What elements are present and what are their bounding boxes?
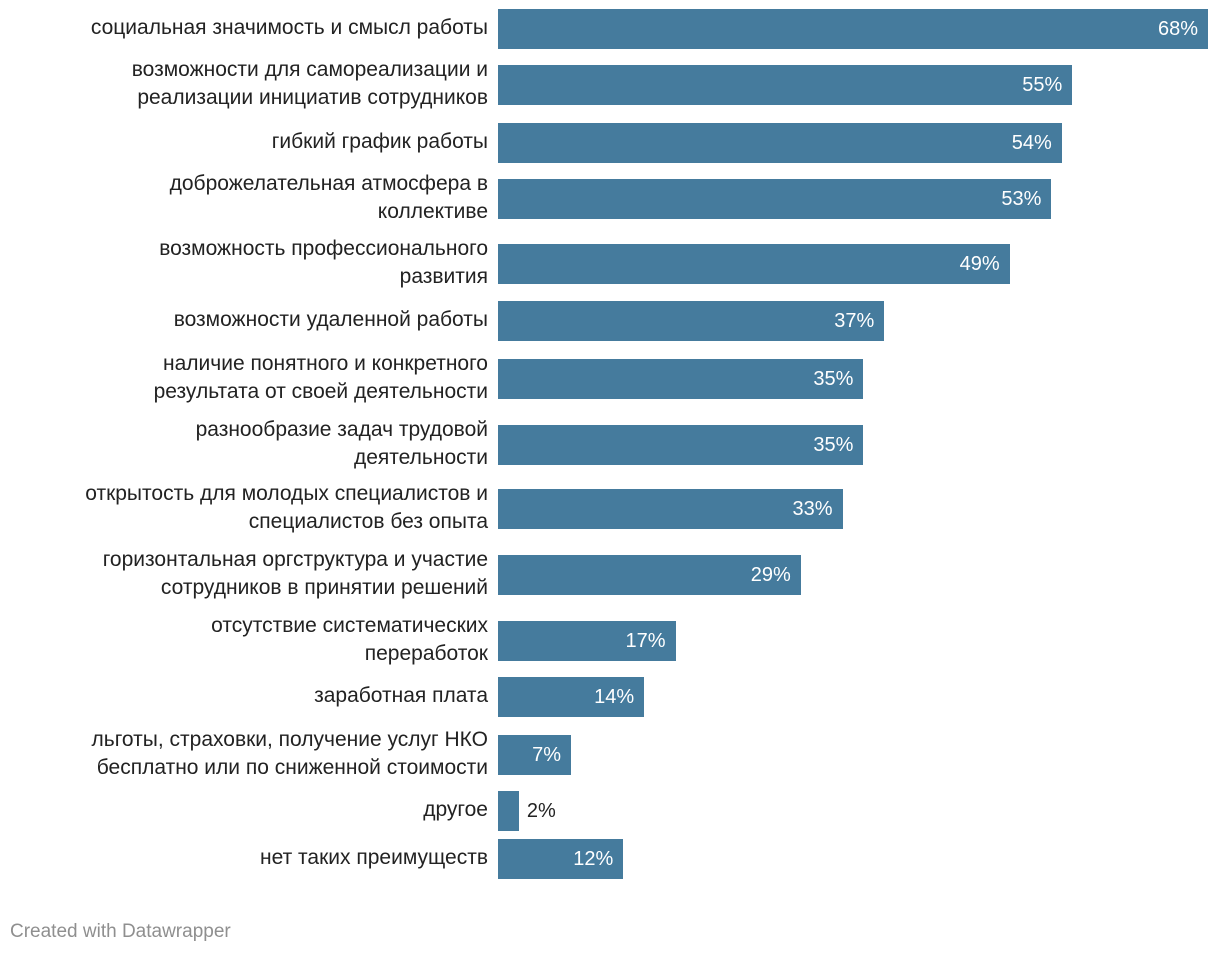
value-label: 55% xyxy=(1022,74,1063,96)
bar xyxy=(498,359,864,399)
category-label-line: реализации инициатив сотрудников xyxy=(137,86,488,109)
value-label: 35% xyxy=(813,368,854,390)
category-label-line: развития xyxy=(399,265,488,288)
category-label-line: бесплатно или по сниженной стоимости xyxy=(96,756,488,779)
value-label: 33% xyxy=(792,498,833,520)
category-label: горизонтальная оргструктура и участие сот… xyxy=(10,546,488,602)
category-label-line: сотрудников в принятии решений xyxy=(160,576,488,599)
bar xyxy=(498,301,885,341)
category-label-line: результата от своей деятельности xyxy=(153,380,488,403)
category-label-line: доброжелательная атмосфера в xyxy=(169,172,488,195)
bar xyxy=(498,179,1052,219)
category-label: возможность профессионального развития xyxy=(10,235,488,291)
category-label-line: возможность профессионального xyxy=(159,237,488,260)
bar xyxy=(498,791,519,831)
category-label: возможности для самореализации и реализац… xyxy=(10,56,488,112)
category-label-line: деятельности xyxy=(354,446,488,469)
value-label: 29% xyxy=(750,564,791,586)
category-label-line: наличие понятного и конкретного xyxy=(163,352,488,375)
category-label: другое xyxy=(10,796,488,824)
value-label: 14% xyxy=(594,686,635,708)
bar xyxy=(498,677,645,717)
bar xyxy=(498,735,572,775)
category-label-line: коллективе xyxy=(377,200,488,223)
bar xyxy=(498,555,801,595)
value-label: 54% xyxy=(1011,132,1052,154)
category-label-line: возможности удаленной работы xyxy=(173,308,488,331)
value-label: 35% xyxy=(813,434,854,456)
category-label-line: отсутствие систематических xyxy=(211,614,488,637)
category-label: льготы, страховки, получение услуг НКО бе… xyxy=(10,726,488,782)
value-label: 37% xyxy=(834,310,875,332)
category-label: возможности удаленной работы xyxy=(10,306,488,334)
category-label: заработная плата xyxy=(10,682,488,710)
category-label: доброжелательная атмосфера в коллективе xyxy=(10,170,488,226)
category-label-line: нет таких преимуществ xyxy=(260,846,488,869)
value-label: 68% xyxy=(1157,18,1198,40)
category-label-line: специалистов без опыта xyxy=(248,510,488,533)
category-label-line: открытость для молодых специалистов и xyxy=(85,482,488,505)
bar xyxy=(498,425,864,465)
value-label: 17% xyxy=(625,630,666,652)
category-label-line: разнообразие задач трудовой xyxy=(195,418,488,441)
category-label-line: гибкий график работы xyxy=(271,130,488,153)
category-label-line: переработок xyxy=(364,642,488,665)
category-label: разнообразие задач трудовой деятельности xyxy=(10,416,488,472)
value-label: 49% xyxy=(959,253,1000,275)
bar xyxy=(498,123,1062,163)
value-label: 12% xyxy=(573,848,614,870)
category-label: наличие понятного и конкретного результат… xyxy=(10,350,488,406)
category-label-line: другое xyxy=(423,798,488,821)
category-label-line: горизонтальная оргструктура и участие xyxy=(102,548,488,571)
category-label: нет таких преимуществ xyxy=(10,844,488,872)
category-label-line: льготы, страховки, получение услуг НКО xyxy=(91,728,488,751)
bar xyxy=(498,65,1073,105)
value-label: 2% xyxy=(526,800,556,822)
value-label: 7% xyxy=(532,744,562,766)
datawrapper-credit: Created with Datawrapper xyxy=(10,921,231,942)
bar xyxy=(498,9,1208,49)
bar xyxy=(498,489,843,529)
category-label-line: социальная значимость и смысл работы xyxy=(90,16,488,39)
bar xyxy=(498,244,1010,284)
category-label: гибкий график работы xyxy=(10,128,488,156)
bar xyxy=(498,621,676,661)
category-label: отсутствие систематических переработок xyxy=(10,612,488,668)
bar xyxy=(498,839,624,879)
category-label-line: заработная плата xyxy=(314,684,488,707)
category-label: открытость для молодых специалистов и спе… xyxy=(10,480,488,536)
value-label: 53% xyxy=(1001,188,1042,210)
category-label: социальная значимость и смысл работы xyxy=(10,14,488,42)
category-label-line: возможности для самореализации и xyxy=(131,58,488,81)
